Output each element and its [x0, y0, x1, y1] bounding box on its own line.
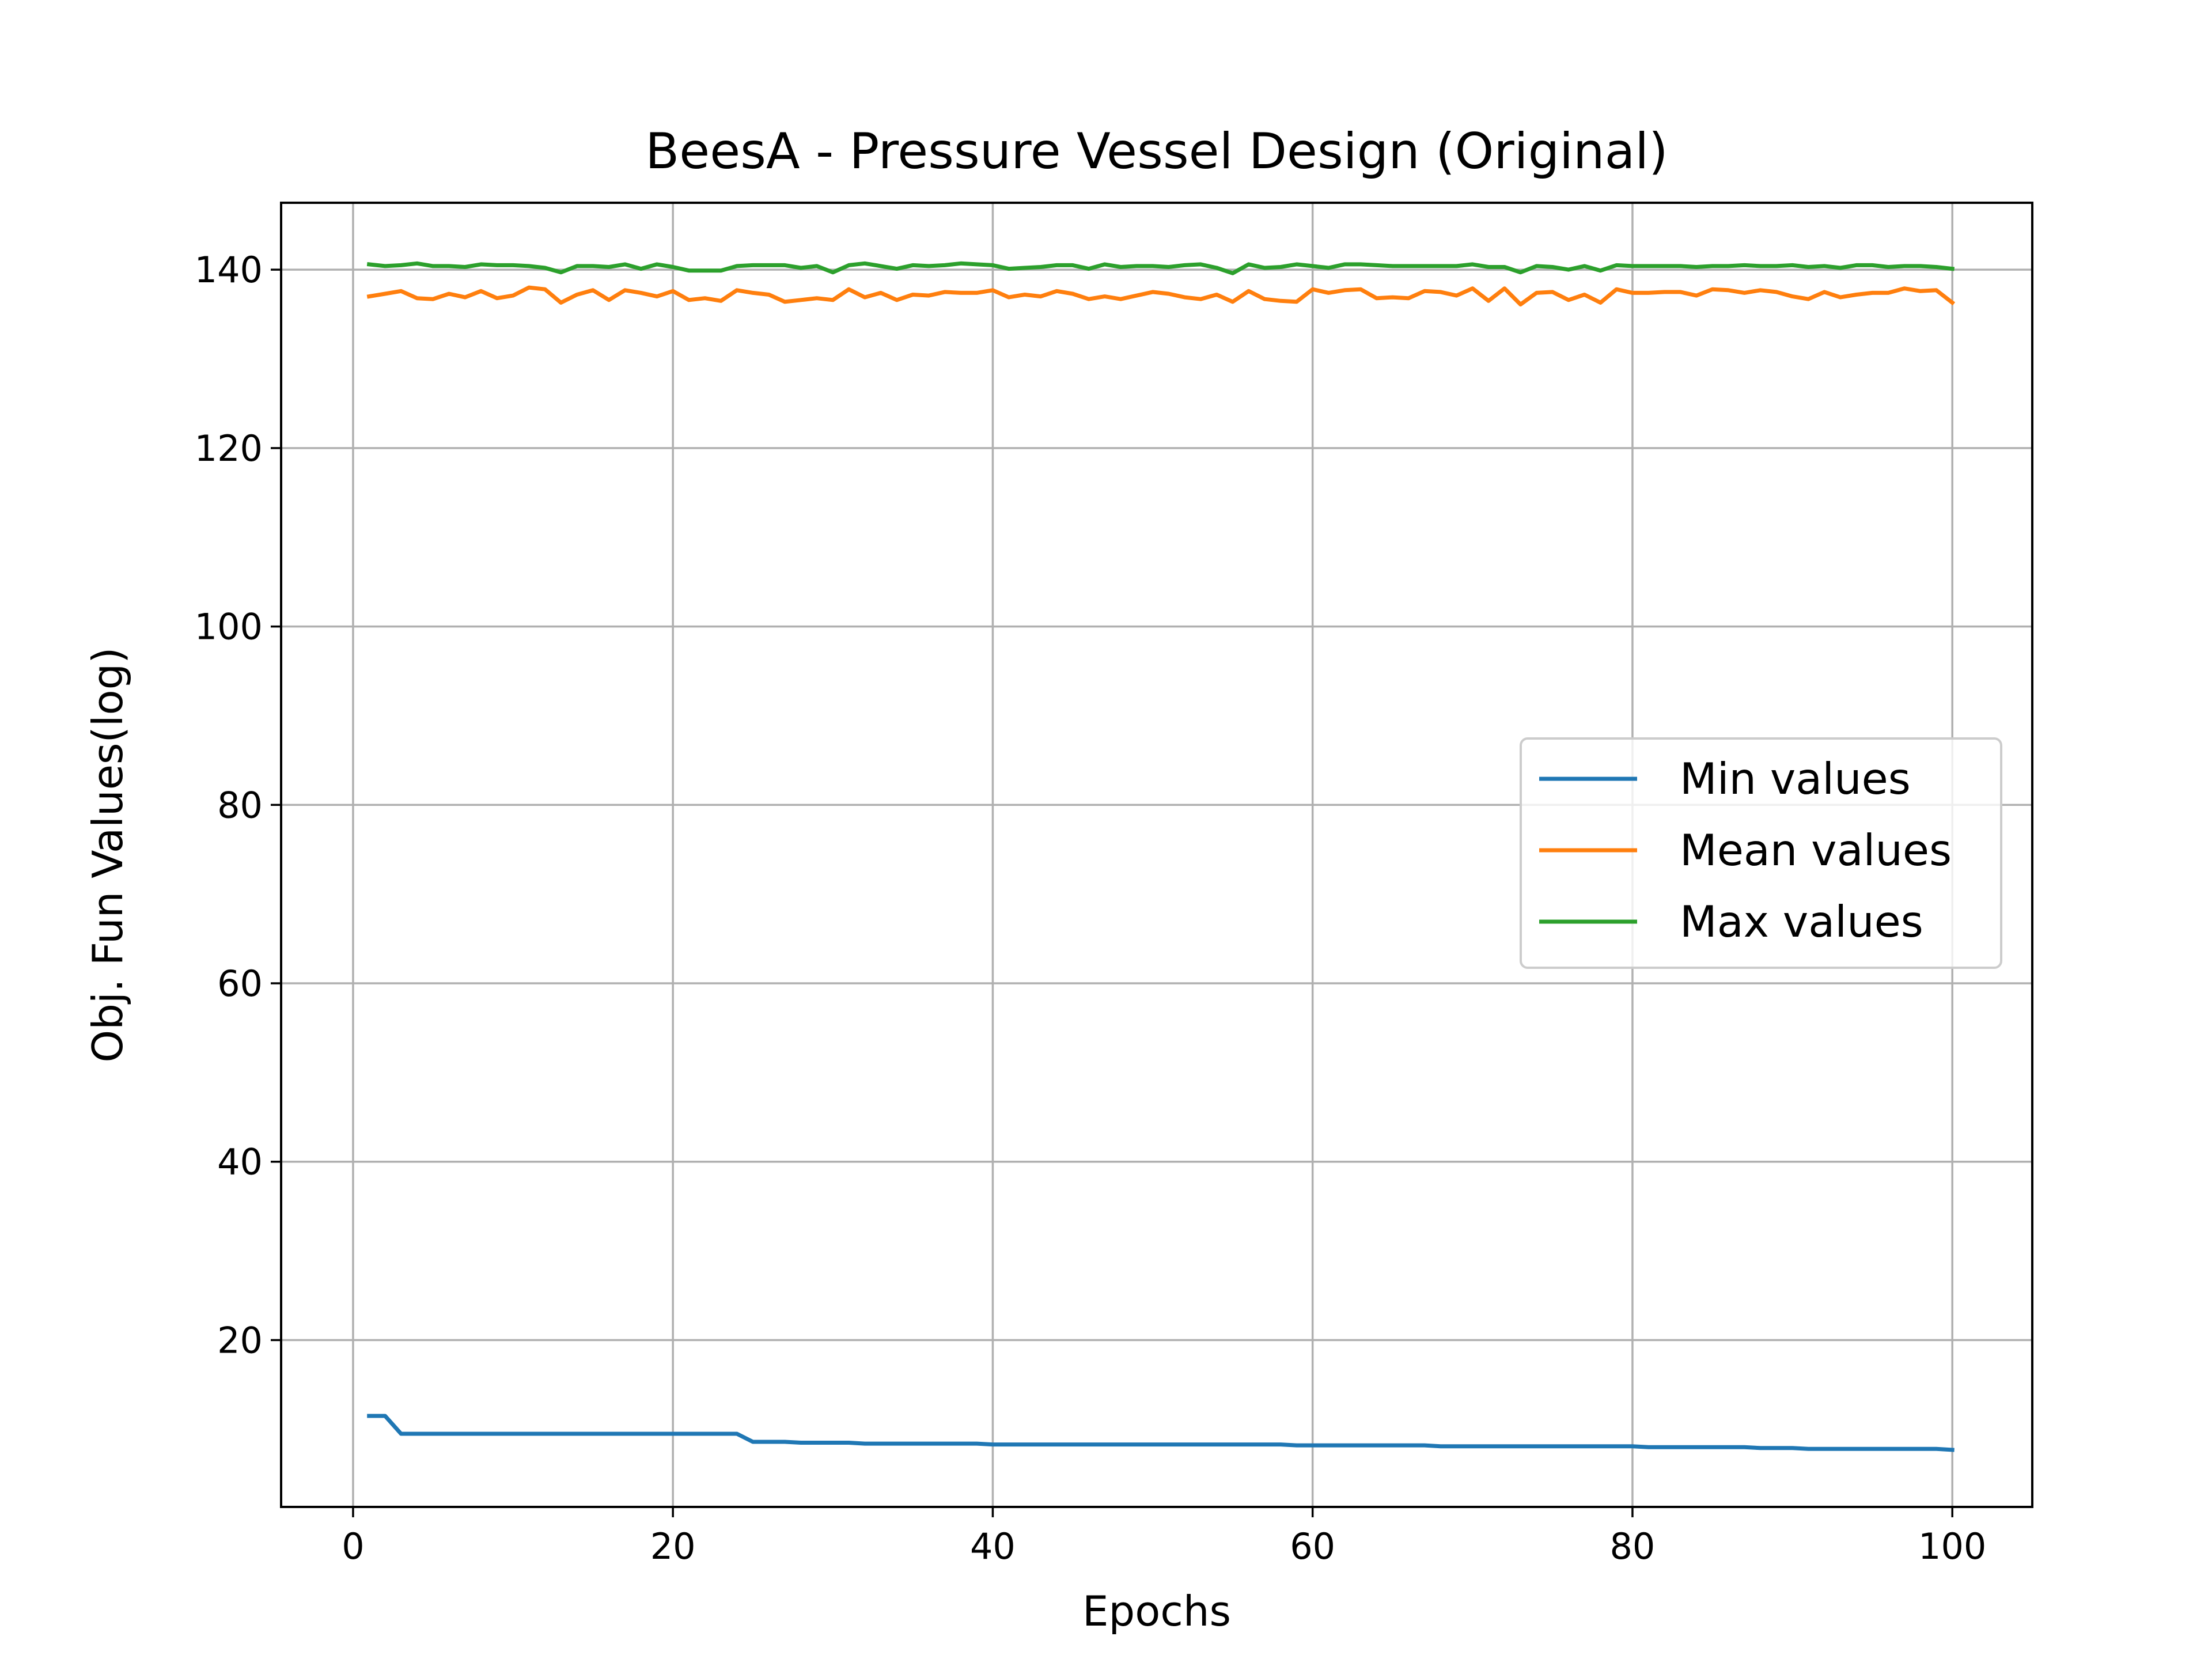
chart-title: BeesA - Pressure Vessel Design (Original… [645, 123, 1668, 180]
y-axis-label: Obj. Fun Values(log) [84, 647, 132, 1063]
legend-label: Mean values [1680, 825, 1952, 876]
ticks: 0 20 40 60 80 100 20 40 60 80 100 120 140 [195, 249, 1987, 1567]
y-tick-label: 40 [217, 1141, 263, 1183]
x-tick-label: 100 [1918, 1525, 1986, 1567]
x-tick-label: 60 [1290, 1525, 1335, 1567]
y-tick-label: 100 [195, 606, 263, 648]
legend-box [1520, 737, 2002, 969]
legend-label: Min values [1680, 753, 1911, 804]
y-tick-label: 140 [195, 249, 263, 291]
x-tick-label: 40 [970, 1525, 1016, 1567]
legend: Min values Mean values Max values [1520, 737, 2002, 969]
x-axis-label: Epochs [1082, 1587, 1231, 1635]
x-tick-label: 80 [1609, 1525, 1655, 1567]
series-line-min-values [367, 1414, 1955, 1452]
y-tick-label: 20 [217, 1319, 263, 1361]
series-line-mean-values [366, 285, 1956, 306]
series-group [366, 261, 1956, 1452]
series-line-max-values [366, 261, 1955, 275]
y-tick-label: 120 [195, 427, 263, 469]
plot-frame [280, 202, 2033, 1508]
y-tick-label: 60 [217, 963, 263, 1005]
x-tick-label: 0 [342, 1525, 364, 1567]
legend-label: Max values [1680, 896, 1923, 947]
x-tick-label: 20 [650, 1525, 696, 1567]
y-tick-label: 80 [217, 784, 263, 826]
